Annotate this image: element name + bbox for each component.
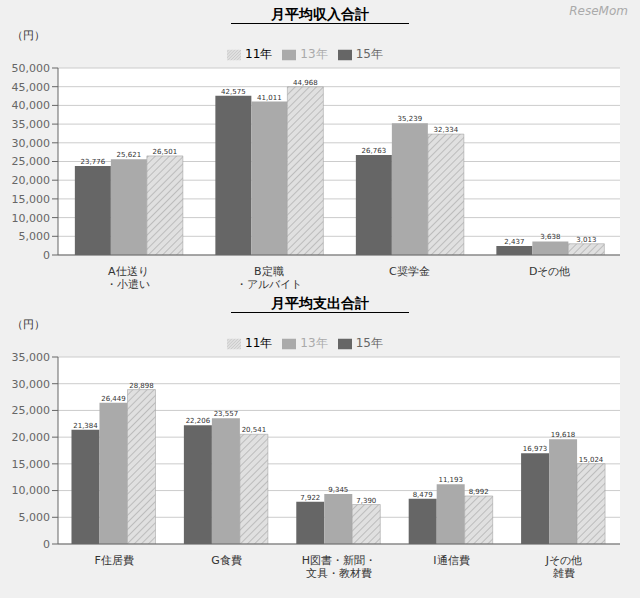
svg-text:19,618: 19,618	[551, 431, 576, 439]
svg-text:F住居費: F住居費	[95, 554, 134, 567]
svg-text:41,011: 41,011	[257, 94, 282, 102]
svg-text:5,000: 5,000	[19, 230, 51, 243]
svg-text:16,973: 16,973	[523, 445, 548, 453]
svg-text:I通信費: I通信費	[433, 554, 469, 567]
svg-text:23,557: 23,557	[214, 410, 239, 418]
svg-text:Dその他: Dその他	[529, 265, 570, 278]
html-text:15年: 15年	[355, 47, 383, 61]
svg-text:26,449: 26,449	[101, 395, 126, 403]
svg-text:44,968: 44,968	[293, 79, 318, 87]
svg-text:35,000: 35,000	[12, 118, 51, 131]
svg-text:32,334: 32,334	[434, 126, 459, 134]
svg-text:30,000: 30,000	[12, 137, 51, 150]
html-text:（円）: （円）	[12, 29, 45, 42]
svg-text:G食費: G食費	[211, 554, 242, 567]
svg-text:3,638: 3,638	[540, 233, 560, 241]
html-text:13年: 13年	[300, 336, 328, 350]
svg-text:20,541: 20,541	[242, 426, 267, 434]
svg-text:35,239: 35,239	[398, 115, 423, 123]
svg-text:50,000: 50,000	[12, 62, 51, 75]
svg-text:25,000: 25,000	[12, 404, 51, 417]
svg-text:45,000: 45,000	[12, 81, 51, 94]
svg-text:H図書・新聞・文具・教材費: H図書・新聞・文具・教材費	[302, 554, 376, 578]
svg-text:2,437: 2,437	[504, 238, 524, 246]
svg-text:40,000: 40,000	[12, 99, 51, 112]
svg-text:21,384: 21,384	[73, 422, 98, 430]
svg-text:9,345: 9,345	[328, 486, 348, 494]
svg-text:10,000: 10,000	[12, 212, 51, 225]
svg-text:20,000: 20,000	[12, 431, 51, 444]
svg-text:3,013: 3,013	[576, 236, 596, 244]
html-text:11年: 11年	[245, 336, 273, 350]
svg-text:C奨学金: C奨学金	[389, 265, 430, 278]
svg-text:0: 0	[43, 538, 50, 551]
svg-text:11,193: 11,193	[438, 476, 463, 484]
svg-text:8,479: 8,479	[413, 491, 433, 499]
svg-text:15,000: 15,000	[12, 458, 51, 471]
svg-text:22,206: 22,206	[186, 417, 211, 425]
svg-text:26,763: 26,763	[362, 147, 387, 155]
svg-text:20,000: 20,000	[12, 174, 51, 187]
html-text:ReseMom: ReseMom	[569, 4, 628, 18]
svg-text:A仕送り・小遣い: A仕送り・小遣い	[106, 265, 150, 289]
svg-text:28,898: 28,898	[129, 382, 154, 390]
svg-text:15,000: 15,000	[12, 193, 51, 206]
html-text:11年: 11年	[245, 47, 273, 61]
html-text:13年: 13年	[300, 47, 328, 61]
svg-text:15,024: 15,024	[579, 456, 604, 464]
svg-text:23,776: 23,776	[81, 158, 106, 166]
html-text:15年: 15年	[355, 336, 383, 350]
svg-text:10,000: 10,000	[12, 484, 51, 497]
html-text:月平均支出合計: 月平均支出合計	[271, 295, 369, 311]
svg-text:26,501: 26,501	[153, 148, 178, 156]
svg-text:Jその他雑費: Jその他雑費	[545, 554, 582, 578]
html-text:（円）: （円）	[12, 318, 45, 331]
svg-text:0: 0	[43, 249, 50, 262]
svg-text:B定職・アルバイト: B定職・アルバイト	[236, 265, 302, 289]
svg-text:7,922: 7,922	[300, 494, 320, 502]
svg-text:42,575: 42,575	[221, 88, 246, 96]
svg-text:25,000: 25,000	[12, 155, 51, 168]
svg-text:8,992: 8,992	[469, 488, 489, 496]
svg-text:5,000: 5,000	[19, 511, 51, 524]
html-text:月平均収入合計: 月平均収入合計	[271, 6, 369, 22]
svg-text:35,000: 35,000	[12, 351, 51, 364]
svg-text:7,390: 7,390	[356, 497, 376, 505]
svg-text:30,000: 30,000	[12, 378, 51, 391]
svg-text:25,621: 25,621	[117, 151, 142, 159]
